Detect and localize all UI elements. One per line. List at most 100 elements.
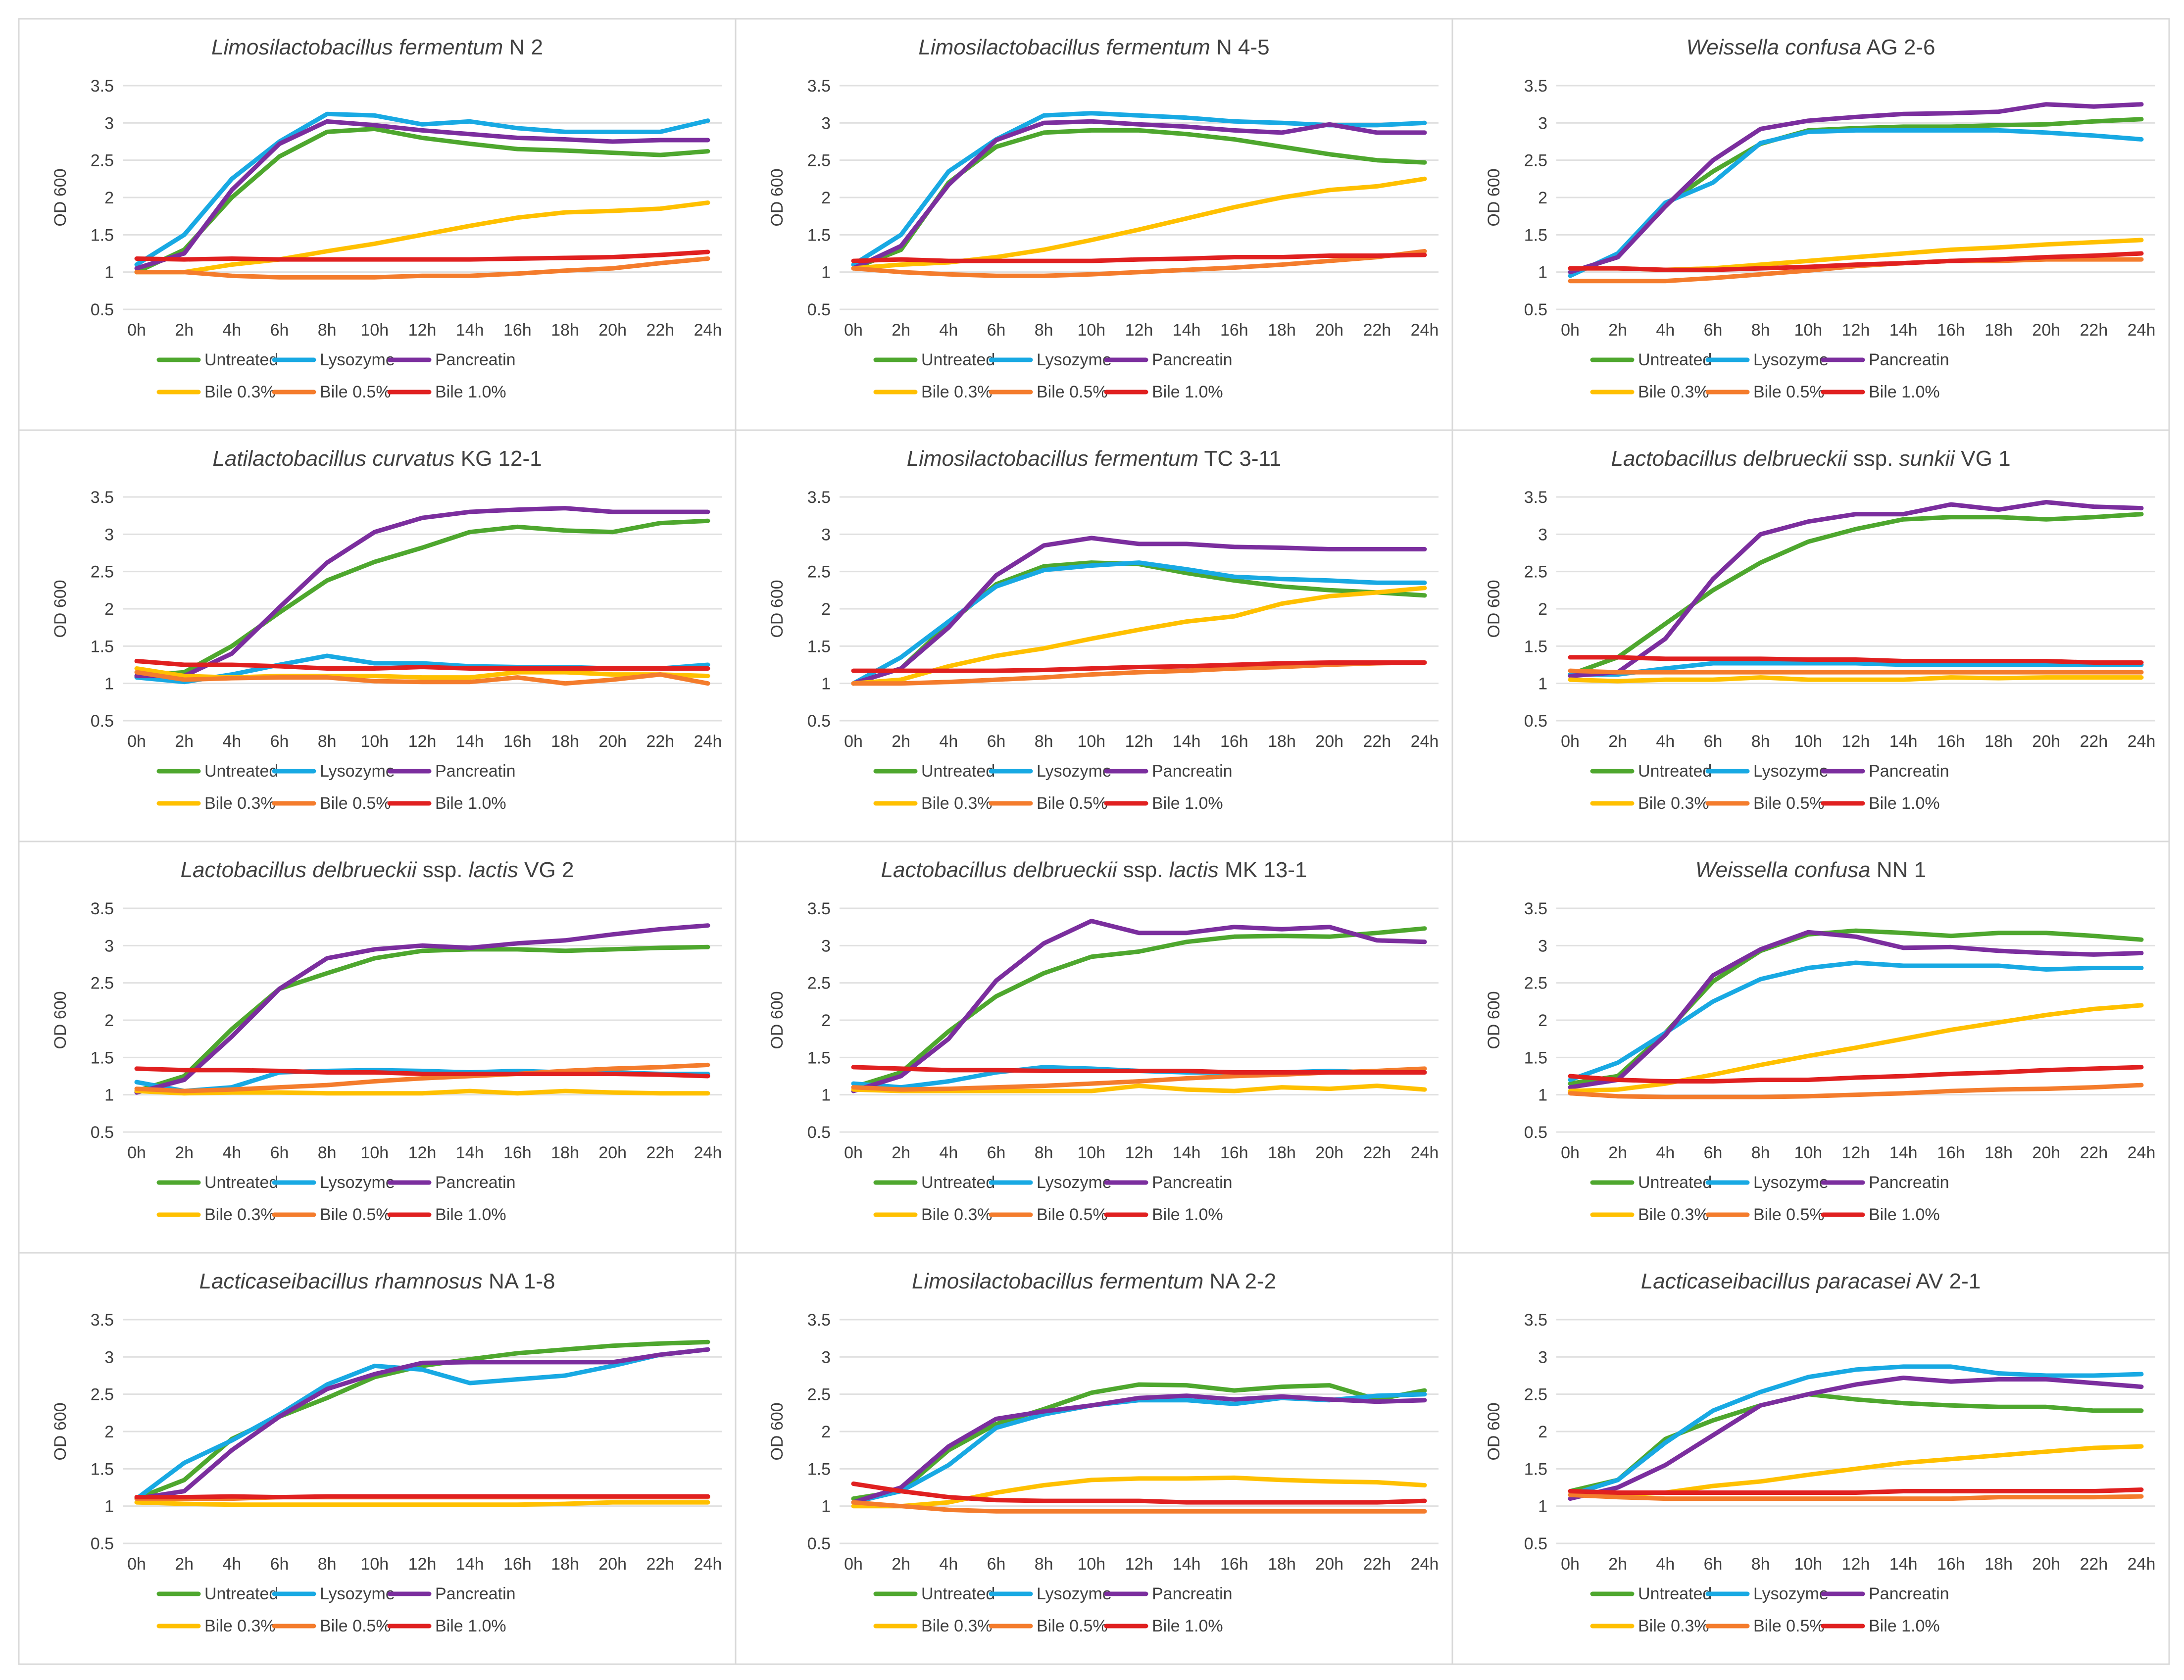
x-tick-label: 20h — [1315, 732, 1343, 751]
x-tick-label: 6h — [1704, 1143, 1723, 1162]
legend-item: Lysozyme — [989, 350, 1112, 369]
title-species: Lactobacillus delbrueckii — [881, 858, 1118, 882]
y-tick-label: 3 — [104, 1348, 114, 1367]
x-tick-label: 10h — [1794, 1143, 1822, 1162]
y-tick-label: 3.5 — [91, 77, 114, 96]
x-tick-label: 4h — [1656, 732, 1675, 751]
legend-label: Bile 0.5% — [1037, 1617, 1108, 1635]
legend-label: Pancreatin — [1152, 762, 1233, 781]
legend-item: Bile 0.3% — [1590, 1617, 1709, 1635]
title-species: Weissella confusa — [1695, 858, 1871, 882]
x-tick-label: 22h — [1363, 321, 1391, 340]
y-tick-label: 1 — [1538, 1497, 1547, 1516]
x-tick-label: 20h — [598, 732, 627, 751]
panel-frame — [735, 429, 1453, 842]
legend-label: Pancreatin — [1152, 350, 1233, 369]
y-tick-label: 2 — [821, 1011, 831, 1030]
title-species: Limosilactobacillus fermentum — [918, 35, 1210, 59]
x-tick-label: 16h — [503, 321, 532, 340]
series-line-untreated — [851, 1382, 1427, 1501]
x-tick-label: 20h — [598, 321, 627, 340]
x-tick-label: 16h — [1937, 1143, 1965, 1162]
series-line-untreated — [851, 926, 1427, 1090]
panel-frame — [735, 840, 1453, 1254]
title-strain: VG 2 — [524, 858, 574, 882]
legend-item: Untreated — [1590, 762, 1712, 781]
x-tick-label: 22h — [646, 732, 674, 751]
title-strain: KG 12-1 — [461, 446, 542, 471]
x-tick-label: 2h — [892, 1143, 910, 1162]
x-tick-label: 0h — [127, 321, 146, 340]
legend-item: Bile 0.5% — [1705, 794, 1825, 813]
y-tick-label: 1.5 — [1524, 1460, 1547, 1479]
panel-frame — [1451, 429, 2170, 842]
legend-item: Lysozyme — [1705, 350, 1829, 369]
x-tick-label: 10h — [360, 1555, 389, 1574]
x-tick-label: 16h — [1220, 321, 1248, 340]
y-axis-label: OD 600 — [768, 580, 787, 638]
legend-item: Untreated — [873, 762, 995, 781]
legend-item: Lysozyme — [989, 1173, 1112, 1192]
legend-label: Bile 0.5% — [1037, 794, 1108, 813]
x-tick-label: 18h — [551, 1555, 579, 1574]
x-tick-label: 24h — [1411, 321, 1439, 340]
legend-item: Pancreatin — [1104, 1173, 1233, 1192]
x-tick-label: 20h — [598, 1143, 627, 1162]
legend-item: Bile 1.0% — [1821, 794, 1940, 813]
legend-item: Pancreatin — [1821, 350, 1949, 369]
legend-label: Pancreatin — [1869, 350, 1949, 369]
legend-item: Bile 1.0% — [1821, 1617, 1940, 1635]
legend-label: Bile 0.3% — [1638, 1617, 1709, 1635]
series-line-bile-1-0 — [851, 252, 1427, 263]
y-tick-label: 3 — [1538, 525, 1547, 544]
x-tick-label: 10h — [360, 321, 389, 340]
y-tick-label: 1 — [1538, 675, 1547, 693]
legend-label: Untreated — [1638, 1584, 1712, 1603]
x-tick-label: 20h — [2032, 1143, 2060, 1162]
y-tick-label: 0.5 — [1524, 712, 1547, 731]
series-line-bile-0-3 — [134, 1088, 710, 1096]
legend-item: Bile 0.5% — [272, 1205, 391, 1224]
legend-label: Lysozyme — [1037, 350, 1112, 369]
y-tick-label: 1.5 — [91, 226, 114, 245]
series-line-untreated — [1568, 1392, 2144, 1493]
title-ssp-abbrev: ssp. — [417, 858, 469, 882]
x-tick-label: 10h — [1077, 1555, 1105, 1574]
x-tick-label: 10h — [1077, 321, 1105, 340]
y-tick-label: 3.5 — [807, 488, 831, 507]
x-tick-label: 6h — [270, 732, 289, 751]
y-tick-label: 3 — [104, 525, 114, 544]
legend-label: Bile 0.5% — [320, 383, 391, 401]
series-line-bile-1-0 — [851, 1065, 1427, 1075]
y-tick-label: 3.5 — [807, 1311, 831, 1330]
x-tick-label: 2h — [892, 1555, 910, 1574]
y-tick-label: 1.5 — [807, 637, 831, 656]
legend-label: Bile 0.5% — [1753, 794, 1825, 813]
series-line-bile-0-3 — [1568, 675, 2144, 684]
x-tick-label: 2h — [175, 732, 194, 751]
legend-label: Untreated — [204, 1173, 278, 1192]
x-tick-label: 18h — [1985, 1555, 2013, 1574]
x-tick-label: 14h — [1889, 1143, 1918, 1162]
panel-frame — [18, 1252, 737, 1665]
series-line-pancreatin — [1568, 500, 2144, 679]
y-tick-label: 3.5 — [1524, 1311, 1547, 1330]
y-tick-label: 0.5 — [807, 712, 831, 731]
y-axis-label: OD 600 — [768, 991, 787, 1049]
legend-item: Lysozyme — [272, 1584, 395, 1603]
x-tick-label: 12h — [408, 1143, 437, 1162]
y-tick-label: 2.5 — [1524, 151, 1547, 170]
y-axis-label: OD 600 — [51, 168, 70, 226]
x-tick-label: 12h — [408, 732, 437, 751]
legend-label: Bile 1.0% — [435, 794, 506, 813]
title-subspecies: lactis — [469, 858, 518, 882]
title-strain: TC 3-11 — [1204, 446, 1282, 471]
legend-item: Pancreatin — [1821, 1584, 1949, 1603]
y-tick-label: 3.5 — [1524, 899, 1547, 918]
legend-label: Lysozyme — [1037, 1584, 1112, 1603]
series-line-untreated — [134, 518, 710, 679]
x-tick-label: 6h — [270, 321, 289, 340]
x-tick-label: 22h — [646, 321, 674, 340]
legend-label: Pancreatin — [1152, 1584, 1233, 1603]
series-line-lysozyme — [1568, 1364, 2144, 1497]
